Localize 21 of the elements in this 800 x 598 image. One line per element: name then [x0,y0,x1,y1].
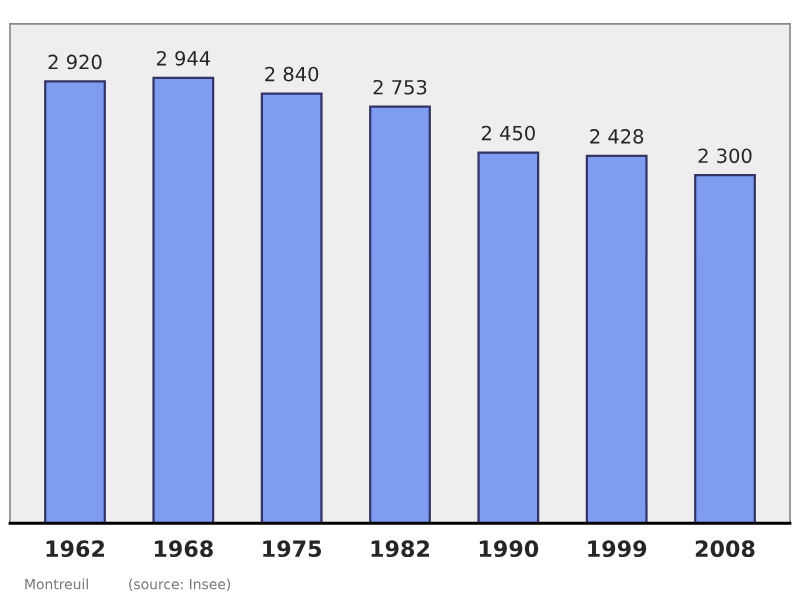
bar [477,151,540,524]
bar [694,174,756,524]
data-label: 2 753 [373,79,427,95]
x-tick-label: 1990 [479,540,539,558]
x-tick-label: 2008 [695,540,755,558]
data-label: 2 944 [156,50,211,66]
data-label: 2 450 [481,125,535,141]
bar [152,76,215,524]
x-tick-label: 1982 [371,540,429,558]
x-tick-label: 1968 [154,540,213,558]
data-label: 2 920 [48,54,102,70]
bar [585,154,648,524]
x-tick-label: 1975 [263,540,322,558]
bar [44,80,106,524]
data-label: 2 300 [698,148,752,164]
bar [260,92,323,524]
bar [369,105,431,524]
x-tick-label: 1999 [588,540,647,558]
x-tick-label: 1962 [46,540,104,558]
data-label: 2 840 [265,66,319,82]
data-label: 2 428 [590,129,644,144]
